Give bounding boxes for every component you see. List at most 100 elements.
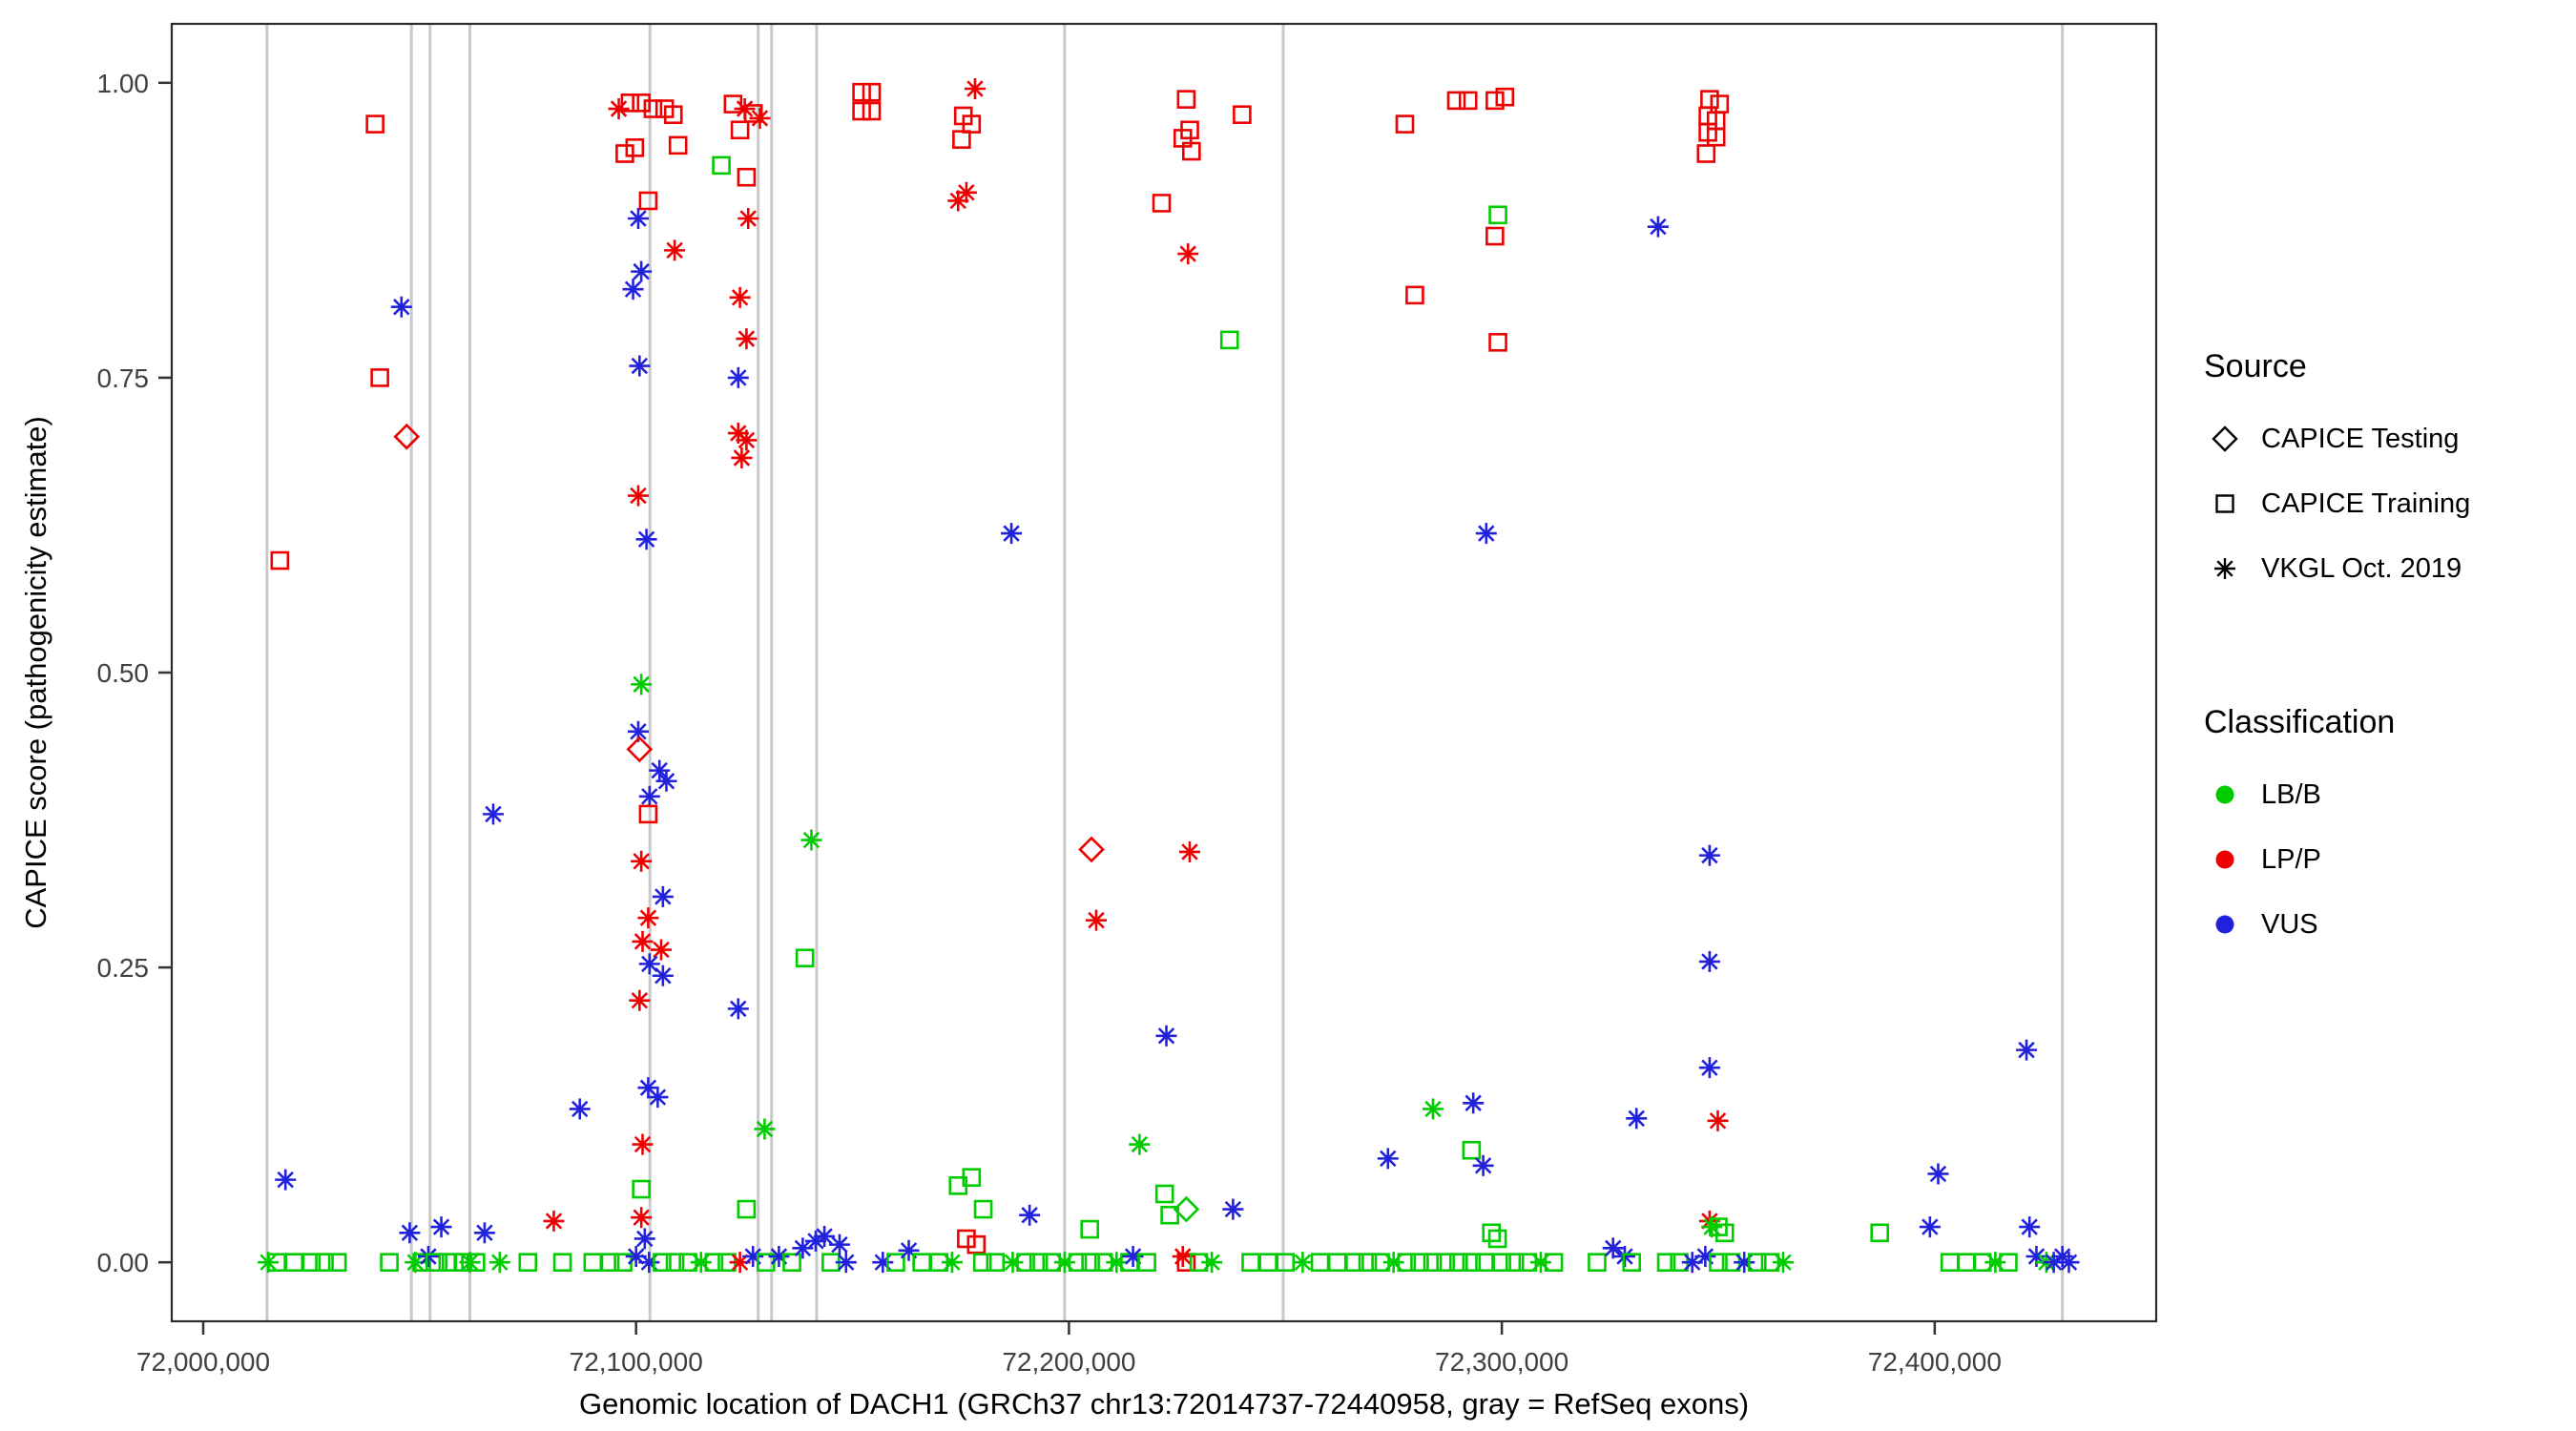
- data-point-square: [1482, 1223, 1502, 1243]
- y-tick-label: 0.00: [97, 1248, 150, 1277]
- data-point-asterisk: [569, 1098, 591, 1120]
- diamond-key-icon: [2212, 425, 2238, 452]
- data-point-square: [653, 1253, 672, 1272]
- data-point-square: [1505, 1253, 1525, 1272]
- legend-item-label: VUS: [2261, 908, 2318, 940]
- data-point-square: [886, 1253, 905, 1272]
- data-point-square: [1028, 1253, 1049, 1272]
- data-point-square: [1152, 194, 1172, 213]
- data-point-asterisk: [2016, 1039, 2038, 1061]
- data-point-asterisk: [430, 1216, 452, 1238]
- data-point-asterisk: [1019, 1204, 1041, 1226]
- data-point-asterisk: [727, 998, 749, 1020]
- x-axis-title: Genomic location of DACH1 (GRCh37 chr13:…: [579, 1387, 1749, 1421]
- data-point-square: [948, 1176, 968, 1195]
- data-point-square: [467, 1253, 486, 1272]
- y-axis-ticks: 0.00 0.25 0.50 0.75 1.00: [97, 69, 172, 1277]
- data-point-square: [852, 101, 871, 121]
- data-point-asterisk: [647, 1087, 669, 1109]
- data-point-square: [1345, 1253, 1364, 1272]
- data-point-square: [2215, 494, 2234, 513]
- data-point-asterisk: [1292, 1252, 1314, 1274]
- color-dot-icon: [2215, 850, 2234, 869]
- data-point-asterisk: [1422, 1098, 1444, 1120]
- data-point-square: [583, 1253, 603, 1272]
- data-point-square: [730, 120, 750, 140]
- data-point-square: [284, 1253, 304, 1272]
- data-point-square: [1748, 1253, 1767, 1272]
- color-dot: [2215, 785, 2234, 804]
- data-point-square: [972, 1253, 992, 1272]
- data-point-asterisk: [627, 485, 649, 507]
- data-point-square: [1358, 1253, 1378, 1272]
- data-point-asterisk: [2019, 1216, 2041, 1238]
- data-point-asterisk: [629, 989, 651, 1011]
- data-point-square: [795, 948, 815, 968]
- exon-lines-layer: [265, 24, 2065, 1321]
- data-point-square: [1492, 1253, 1511, 1272]
- data-point-asterisk: [631, 850, 653, 872]
- data-point-square: [1870, 1223, 1890, 1243]
- data-point-square: [1488, 333, 1507, 352]
- data-point-square: [1154, 1184, 1174, 1204]
- data-point-square: [615, 144, 634, 163]
- data-point-asterisk: [1694, 1246, 1716, 1267]
- data-point-diamond: [1173, 1195, 1200, 1223]
- data-point-asterisk: [1927, 1163, 1949, 1185]
- data-point-asterisk: [649, 759, 671, 781]
- x-tick-label: 72,300,000: [1435, 1347, 1568, 1377]
- data-point-square: [862, 101, 882, 121]
- data-point-asterisk: [631, 1207, 653, 1229]
- data-point-asterisk: [1179, 840, 1201, 862]
- data-point-asterisk: [634, 1228, 655, 1250]
- y-axis-title: CAPICE score (pathogenicity estimate): [19, 416, 52, 929]
- legend-item-label: LB/B: [2261, 778, 2321, 810]
- data-point-square: [301, 1253, 322, 1272]
- data-point-asterisk: [664, 239, 686, 261]
- data-point-asterisk: [1201, 1252, 1223, 1274]
- legend-item-capice-testing: CAPICE Testing: [2204, 406, 2566, 471]
- data-point-asterisk: [473, 1222, 495, 1244]
- data-point-square: [973, 1199, 993, 1219]
- data-point-square: [1137, 1253, 1156, 1272]
- x-tick-label: 72,100,000: [570, 1347, 703, 1377]
- data-point-asterisk: [1626, 1108, 1648, 1130]
- data-point-asterisk: [655, 770, 677, 792]
- data-point-asterisk: [635, 529, 657, 550]
- data-point-asterisk: [1177, 243, 1199, 265]
- data-point-square: [1016, 1253, 1035, 1272]
- legend-source-title: Source: [2204, 348, 2307, 384]
- data-point-square: [1487, 1229, 1507, 1249]
- data-point-asterisk: [652, 885, 674, 907]
- data-point-asterisk: [1222, 1198, 1244, 1220]
- data-point-square: [425, 1253, 445, 1272]
- data-point-square: [1448, 1253, 1468, 1272]
- data-point-square: [412, 1253, 431, 1272]
- data-point-asterisk: [800, 829, 822, 851]
- data-point-square: [1656, 1253, 1676, 1272]
- data-point-asterisk: [652, 964, 674, 986]
- data-point-asterisk: [1472, 1154, 1494, 1176]
- data-point-square: [862, 82, 882, 102]
- y-tick-label: 0.25: [97, 953, 150, 983]
- data-point-asterisk: [275, 1169, 297, 1191]
- data-point-asterisk: [736, 429, 758, 451]
- data-point-square: [625, 138, 645, 157]
- data-point-asterisk: [2058, 1252, 2080, 1274]
- data-point-asterisk: [1086, 909, 1108, 931]
- data-point-asterisk: [1129, 1133, 1151, 1155]
- data-point-asterisk: [637, 907, 659, 929]
- data-point-asterisk: [1698, 950, 1720, 972]
- data-point-square: [1462, 1140, 1482, 1160]
- data-points-layer: [258, 78, 2080, 1274]
- legend-classification-title: Classification: [2204, 704, 2396, 740]
- data-point-asterisk: [941, 1252, 963, 1274]
- data-point-square: [966, 1234, 987, 1255]
- data-point-square: [1276, 1253, 1296, 1272]
- data-point-square: [665, 1253, 685, 1272]
- data-point-asterisk: [1475, 523, 1497, 545]
- data-point-square: [1709, 1253, 1728, 1272]
- legend-classification-items: LB/B LP/P VUS: [2204, 762, 2566, 957]
